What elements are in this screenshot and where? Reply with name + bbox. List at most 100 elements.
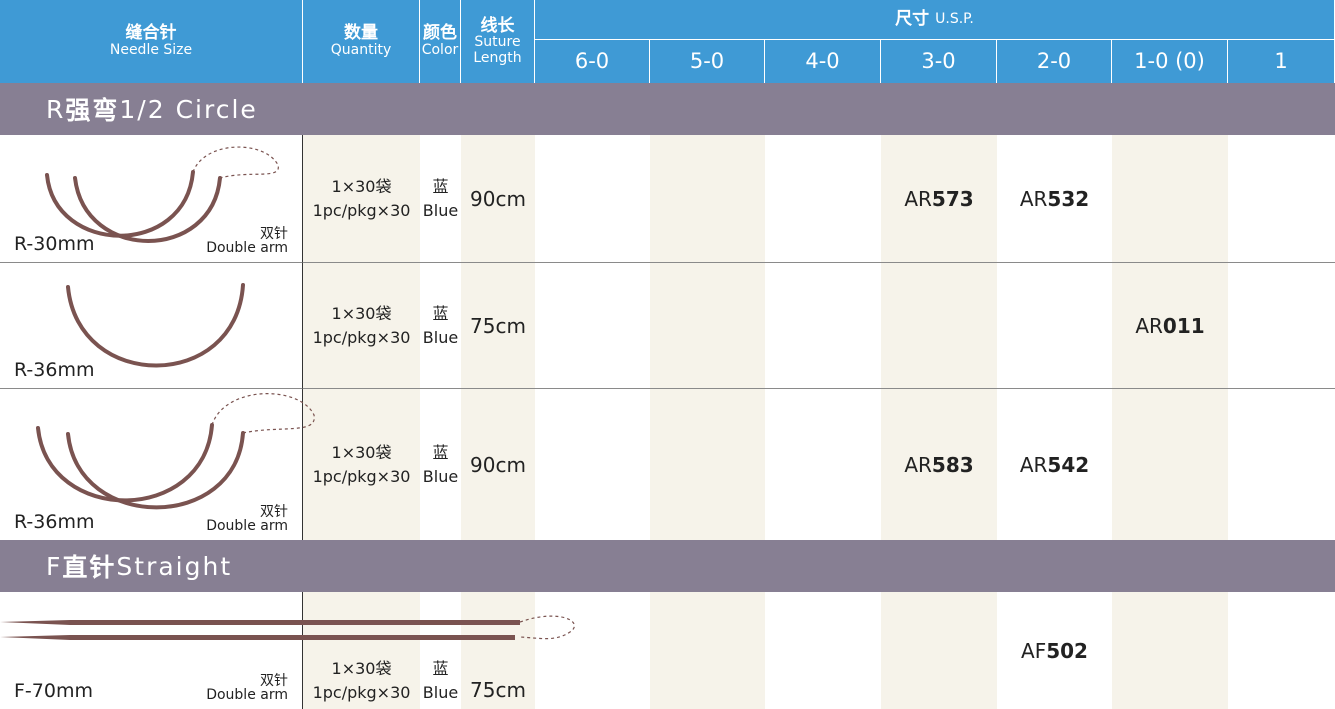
code-number: 583 xyxy=(931,452,974,477)
cell: R-36mm 双针 Double arm xyxy=(0,388,303,540)
color-en: Blue xyxy=(422,327,459,347)
header-en: Suture xyxy=(474,34,521,51)
cell xyxy=(1112,135,1228,262)
cell xyxy=(881,592,997,709)
quantity-en: 1pc/pkg×30 xyxy=(312,327,411,347)
arm-en: Double arm xyxy=(206,687,288,704)
cell: 75cm xyxy=(461,592,535,709)
cell xyxy=(765,135,881,262)
header-en: Length xyxy=(473,49,522,66)
code-number: 502 xyxy=(1046,638,1088,663)
needle-size: R-36mm xyxy=(14,510,95,533)
code-prefix: AF xyxy=(1021,638,1047,663)
size-label: 1 xyxy=(1228,40,1335,83)
size-text: 2-0 xyxy=(1036,48,1072,73)
quantity-en: 1pc/pkg×30 xyxy=(312,466,411,486)
cell xyxy=(881,262,997,388)
code-prefix: AR xyxy=(1135,313,1163,338)
code-prefix: AR xyxy=(1019,186,1048,211)
product-code: AR532 xyxy=(1020,184,1089,214)
cell: AR583 xyxy=(881,388,997,540)
header-en: Color xyxy=(421,42,459,59)
header-zh: 尺寸 xyxy=(895,9,930,30)
color-en: Blue xyxy=(422,200,459,220)
header-cell: 缝合针 Needle Size xyxy=(0,0,303,83)
needle-size: R-36mm xyxy=(14,358,95,381)
product-code: AR573 xyxy=(904,184,973,214)
header-en: U.S.P. xyxy=(935,10,974,27)
cell xyxy=(1228,388,1335,540)
cell: 蓝 Blue xyxy=(420,262,461,388)
cell xyxy=(1228,262,1335,388)
cell: 90cm xyxy=(461,388,535,540)
header-cell: 颜色 Color xyxy=(420,0,461,83)
size-label: 4-0 xyxy=(765,40,881,83)
color-en: Blue xyxy=(422,683,459,702)
arm: 双针 Double arm xyxy=(206,672,288,704)
size-label: 6-0 xyxy=(535,40,650,83)
product-code: AR542 xyxy=(1020,450,1089,480)
size-text: 6-0 xyxy=(574,48,610,73)
code-number: 011 xyxy=(1162,313,1205,338)
cell xyxy=(997,262,1112,388)
section-zh: 强弯 xyxy=(65,96,120,125)
needle-size: R-30mm xyxy=(14,232,95,255)
color-zh: 蓝 xyxy=(432,442,449,462)
cell xyxy=(650,592,765,709)
cell xyxy=(765,262,881,388)
arm-zh: 双针 xyxy=(260,225,288,242)
section-en: 1/2 Circle xyxy=(119,94,258,124)
code-prefix: AR xyxy=(1019,452,1048,477)
header-cell: 数量 Quantity xyxy=(303,0,420,83)
arm-zh: 双针 xyxy=(260,672,288,689)
cell xyxy=(1112,388,1228,540)
section-code: F xyxy=(46,551,63,581)
header-zh: 线长 xyxy=(480,15,515,36)
cell xyxy=(1228,592,1335,709)
cell: F-70mm 双针 Double arm xyxy=(0,592,303,709)
size-text: 1 xyxy=(1274,48,1288,73)
cell xyxy=(1228,135,1335,262)
cell: 1×30袋 1pc/pkg×30 xyxy=(303,135,420,262)
section-title: R 强弯 1/2 Circle xyxy=(0,83,1335,135)
section-zh: 直针 xyxy=(62,553,117,582)
header-en: Quantity xyxy=(330,42,392,59)
length: 90cm xyxy=(470,186,526,211)
quantity-en: 1pc/pkg×30 xyxy=(312,200,411,220)
cell: R-36mm xyxy=(0,262,303,388)
quantity-zh: 1×30袋 xyxy=(331,659,392,678)
size-text: 3-0 xyxy=(921,48,956,73)
code-prefix: AR xyxy=(904,186,932,211)
size-label: 5-0 xyxy=(650,40,765,83)
needle-size: F-70mm xyxy=(14,679,93,702)
cell xyxy=(650,262,765,388)
cell: AR532 xyxy=(997,135,1112,262)
color-en: Blue xyxy=(422,466,459,486)
size-text: 1-0 (0) xyxy=(1134,48,1205,73)
cell xyxy=(765,592,881,709)
color-zh: 蓝 xyxy=(432,659,449,678)
header-en: Needle Size xyxy=(109,42,193,59)
size-text: 4-0 xyxy=(805,48,840,73)
cell: 1×30袋 1pc/pkg×30 xyxy=(303,262,420,388)
cell: AR573 xyxy=(881,135,997,262)
cell: 蓝 Blue xyxy=(420,135,461,262)
code-number: 573 xyxy=(931,186,974,211)
cell: 90cm xyxy=(461,135,535,262)
product-code: AR011 xyxy=(1135,311,1204,341)
header-zh: 颜色 xyxy=(423,23,457,44)
cell xyxy=(650,135,765,262)
quantity-zh: 1×30袋 xyxy=(331,442,392,462)
arm: 双针 Double arm xyxy=(206,504,288,534)
header-zh: 数量 xyxy=(344,23,378,44)
quantity-zh: 1×30袋 xyxy=(331,303,392,323)
quantity-zh: 1×30袋 xyxy=(331,176,392,196)
section-title: F 直针 Straight xyxy=(0,540,1335,592)
cell xyxy=(535,262,650,388)
size-label: 3-0 xyxy=(881,40,997,83)
cell xyxy=(535,592,650,709)
cell: 75cm xyxy=(461,262,535,388)
cell: AR011 xyxy=(1112,262,1228,388)
cell xyxy=(535,388,650,540)
